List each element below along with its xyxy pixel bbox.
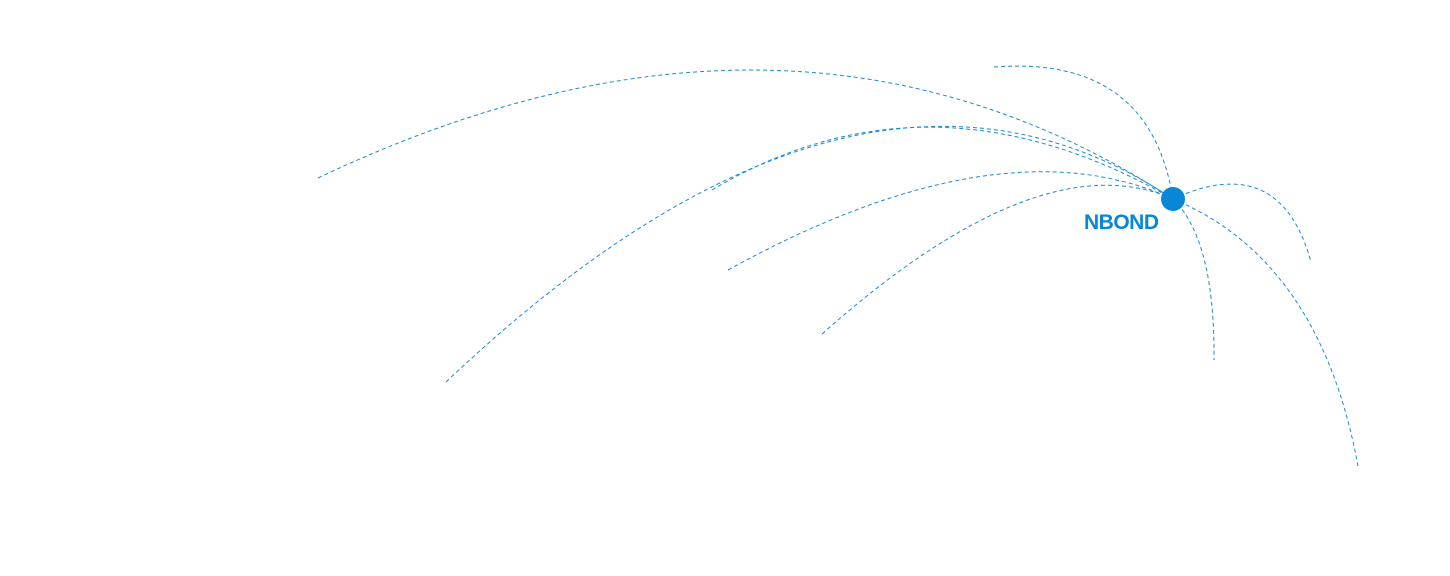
node-dot-icon <box>1161 187 1185 211</box>
connection-arc <box>1172 198 1359 467</box>
connection-arc <box>1172 198 1215 361</box>
brand-logo: NBOND <box>1084 211 1159 234</box>
connection-arc <box>993 65 1174 200</box>
connection-arc <box>1172 183 1312 263</box>
connection-arc <box>727 171 1174 271</box>
connection-arc <box>445 125 1174 383</box>
connection-arc <box>821 184 1174 335</box>
connection-arc <box>317 69 1174 200</box>
connection-arc <box>711 126 1174 200</box>
